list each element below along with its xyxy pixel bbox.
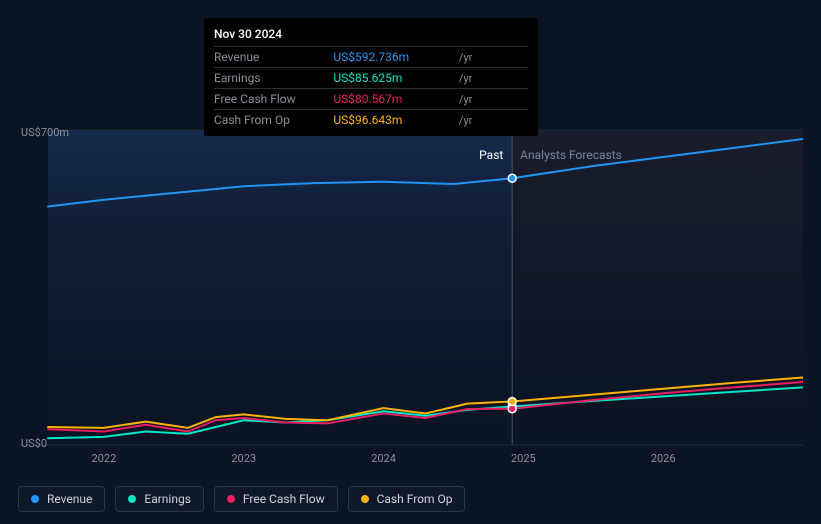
x-tick-label: 2026 — [651, 452, 676, 465]
legend-item-earnings[interactable]: Earnings — [115, 486, 204, 512]
tooltip-row-value: US$85.625m — [333, 68, 459, 89]
y-axis-label-max: US$700m — [21, 126, 69, 139]
tooltip-row-label: Revenue — [214, 47, 333, 68]
legend-label: Free Cash Flow — [243, 492, 325, 506]
tooltip-row: EarningsUS$85.625m/yr — [214, 68, 528, 89]
legend-item-revenue[interactable]: Revenue — [18, 486, 105, 512]
legend-item-cfo[interactable]: Cash From Op — [348, 486, 466, 512]
tooltip-row-unit: /yr — [459, 89, 528, 110]
tooltip-row: RevenueUS$592.736m/yr — [214, 47, 528, 68]
tooltip-row-unit: /yr — [459, 68, 528, 89]
legend-swatch — [361, 495, 369, 503]
tooltip-row-label: Cash From Op — [214, 110, 333, 131]
tooltip-row-label: Free Cash Flow — [214, 89, 333, 110]
tooltip-row-value: US$592.736m — [333, 47, 459, 68]
region-label-past: Past — [479, 148, 503, 162]
region-label-forecast: Analysts Forecasts — [520, 148, 622, 162]
hover-tooltip: Nov 30 2024 RevenueUS$592.736m/yrEarning… — [204, 18, 538, 136]
tooltip-row-value: US$80.567m — [333, 89, 459, 110]
tooltip-row-value: US$96.643m — [333, 110, 459, 131]
legend-swatch — [128, 495, 136, 503]
financials-chart: 2022 2023 2024 2025 2026 Nov 30 2024 Revenue… — [18, 0, 803, 524]
tooltip-row: Cash From OpUS$96.643m/yr — [214, 110, 528, 131]
tooltip-row-label: Earnings — [214, 68, 333, 89]
hover-marker — [508, 398, 516, 406]
tooltip-row-unit: /yr — [459, 47, 528, 68]
legend-label: Earnings — [144, 492, 191, 506]
legend-swatch — [227, 495, 235, 503]
x-tick-label: 2024 — [371, 452, 396, 465]
tooltip-row-unit: /yr — [459, 110, 528, 131]
legend-label: Revenue — [47, 492, 92, 506]
tooltip-table: RevenueUS$592.736m/yrEarningsUS$85.625m/… — [214, 46, 528, 130]
x-tick-label: 2022 — [92, 452, 117, 465]
legend-swatch — [31, 495, 39, 503]
tooltip-date: Nov 30 2024 — [214, 24, 528, 46]
y-axis-label-min: US$0 — [21, 437, 47, 450]
x-tick-label: 2023 — [231, 452, 256, 465]
hover-marker — [508, 174, 516, 182]
x-tick-label: 2025 — [511, 452, 536, 465]
legend: Revenue Earnings Free Cash Flow Cash From O… — [18, 486, 465, 512]
legend-label: Cash From Op — [377, 492, 453, 506]
tooltip-row: Free Cash FlowUS$80.567m/yr — [214, 89, 528, 110]
legend-item-fcf[interactable]: Free Cash Flow — [214, 486, 338, 512]
